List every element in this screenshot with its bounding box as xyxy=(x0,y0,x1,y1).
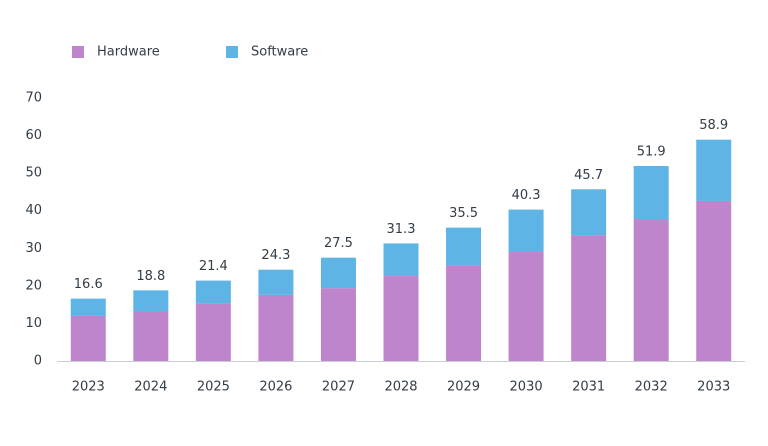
bar-segment xyxy=(508,252,544,361)
x-tick-label: 2029 xyxy=(447,380,480,395)
x-tick-label: 2032 xyxy=(635,380,668,395)
bar-segment xyxy=(195,303,231,361)
bar-segment xyxy=(320,288,356,361)
y-tick-label: 40 xyxy=(25,203,42,218)
bar-segment xyxy=(258,294,294,361)
total-label: 51.9 xyxy=(637,145,666,160)
bar-segment xyxy=(383,276,419,361)
y-tick-label: 0 xyxy=(34,354,42,369)
bar-segment xyxy=(383,243,419,277)
bar-segment xyxy=(258,269,294,295)
x-tick-label: 2026 xyxy=(259,380,292,395)
total-label: 58.9 xyxy=(699,118,728,133)
legend-swatch xyxy=(72,46,84,58)
legend-label: Software xyxy=(251,45,308,60)
y-tick-label: 20 xyxy=(25,278,42,293)
bar-segment xyxy=(446,265,482,361)
bar-segment xyxy=(320,257,356,289)
x-tick-label: 2033 xyxy=(697,380,730,395)
total-label: 40.3 xyxy=(512,188,541,203)
x-tick-label: 2031 xyxy=(572,380,605,395)
x-tick-label: 2025 xyxy=(197,380,230,395)
bar-segment xyxy=(571,235,607,361)
total-label: 24.3 xyxy=(261,248,290,263)
x-tick-label: 2024 xyxy=(134,380,167,395)
y-tick-label: 10 xyxy=(25,316,42,331)
bar-segment xyxy=(633,218,669,361)
total-label: 31.3 xyxy=(387,222,416,237)
bar-segment xyxy=(133,311,169,361)
y-tick-label: 60 xyxy=(25,128,42,143)
bar-segment xyxy=(508,209,544,253)
bar-segment xyxy=(696,139,732,201)
bar-segment xyxy=(633,166,669,219)
bar-segment xyxy=(446,227,482,266)
bar-segment xyxy=(133,290,169,312)
total-label: 21.4 xyxy=(199,259,228,274)
x-tick-label: 2030 xyxy=(510,380,543,395)
total-label: 35.5 xyxy=(449,206,478,221)
x-tick-label: 2028 xyxy=(384,380,417,395)
bar-segment xyxy=(195,280,231,304)
x-tick-label: 2027 xyxy=(322,380,355,395)
bar-segment xyxy=(70,315,106,361)
y-tick-label: 30 xyxy=(25,241,42,256)
y-tick-label: 50 xyxy=(25,166,42,181)
bar-segment xyxy=(696,200,732,361)
total-label: 16.6 xyxy=(74,277,103,292)
bar-segment xyxy=(571,189,607,236)
total-label: 27.5 xyxy=(324,236,353,251)
legend-swatch xyxy=(226,46,238,58)
total-label: 18.8 xyxy=(136,269,165,284)
total-label: 45.7 xyxy=(574,168,603,183)
x-tick-label: 2023 xyxy=(72,380,105,395)
legend-label: Hardware xyxy=(97,45,160,60)
bar-segment xyxy=(70,298,106,316)
y-tick-label: 70 xyxy=(25,91,42,106)
